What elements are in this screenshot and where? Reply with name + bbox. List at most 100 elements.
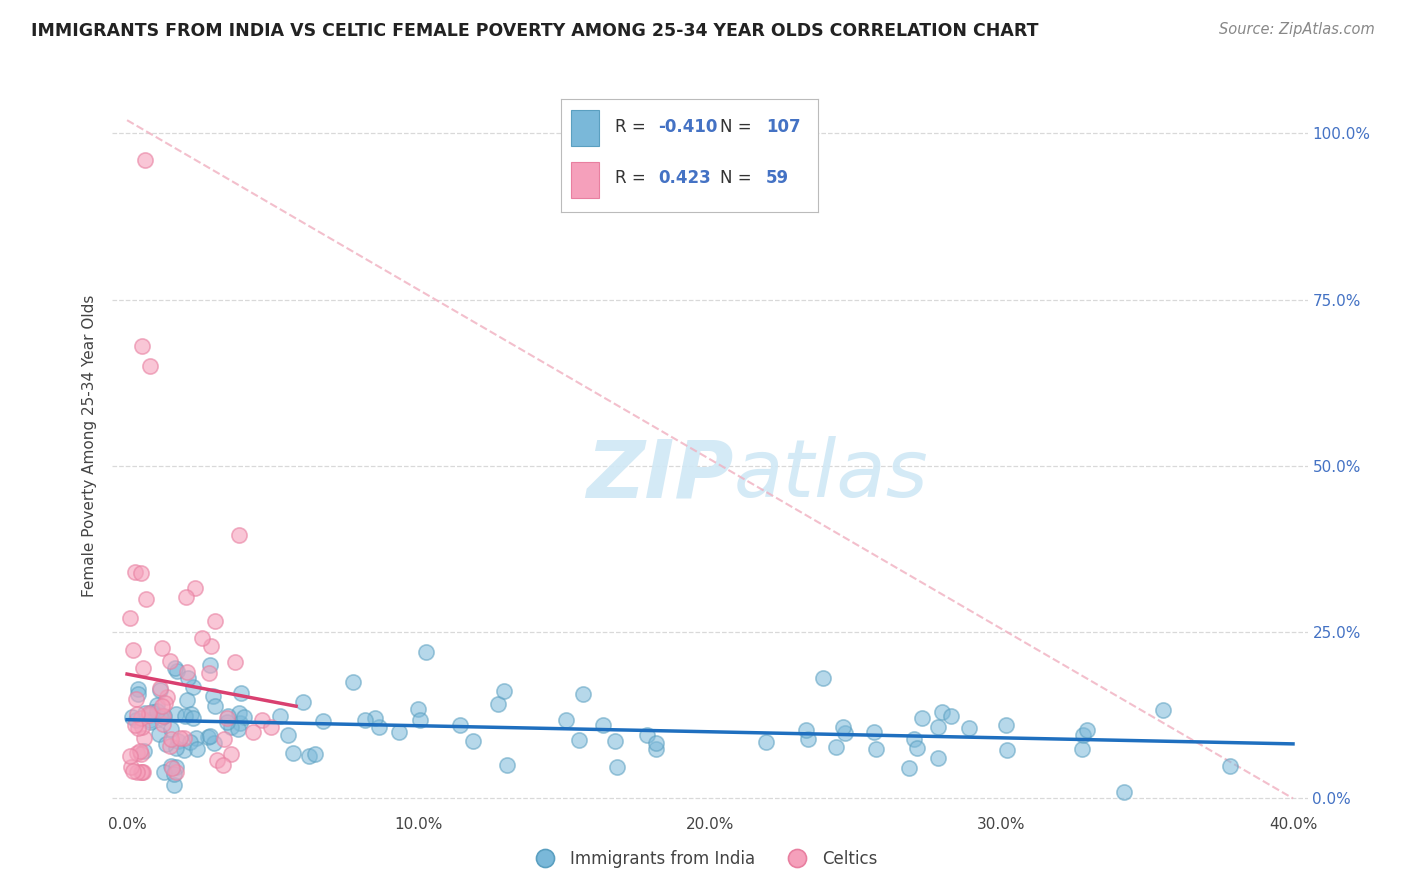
Point bbox=[898, 761, 921, 775]
Point bbox=[198, 658, 221, 673]
Point bbox=[179, 734, 201, 748]
Point bbox=[129, 566, 152, 581]
Point bbox=[165, 764, 187, 779]
Point bbox=[174, 590, 197, 604]
Point bbox=[905, 740, 928, 755]
Point bbox=[995, 718, 1018, 732]
Point bbox=[342, 675, 364, 690]
Point bbox=[138, 713, 160, 727]
Point bbox=[202, 736, 225, 750]
Point bbox=[134, 731, 156, 746]
Point bbox=[927, 721, 949, 735]
Point bbox=[176, 693, 198, 707]
Point bbox=[180, 707, 202, 722]
Point bbox=[165, 740, 187, 755]
Point bbox=[173, 743, 195, 757]
Point bbox=[150, 640, 173, 655]
Point bbox=[813, 671, 835, 685]
Point bbox=[141, 705, 163, 719]
Point bbox=[165, 661, 187, 675]
Point bbox=[461, 733, 484, 747]
Point bbox=[215, 711, 238, 725]
Point bbox=[571, 688, 593, 702]
Point bbox=[128, 743, 150, 757]
Point bbox=[215, 715, 238, 730]
Point bbox=[211, 758, 233, 772]
Point bbox=[494, 684, 516, 698]
Point bbox=[415, 645, 437, 659]
Point bbox=[159, 739, 181, 754]
Point bbox=[131, 764, 153, 779]
Point bbox=[184, 731, 207, 746]
Point bbox=[1219, 758, 1241, 772]
Point bbox=[198, 666, 221, 681]
Point bbox=[304, 747, 326, 761]
Point bbox=[260, 720, 283, 734]
Point bbox=[204, 615, 226, 629]
Point bbox=[605, 734, 627, 748]
Point bbox=[149, 681, 172, 696]
Point bbox=[198, 729, 221, 743]
Text: Source: ZipAtlas.com: Source: ZipAtlas.com bbox=[1219, 22, 1375, 37]
Point bbox=[183, 681, 205, 695]
Point bbox=[153, 696, 176, 710]
Point bbox=[957, 721, 980, 735]
Point bbox=[146, 698, 169, 713]
Point bbox=[121, 709, 143, 723]
Point bbox=[645, 742, 668, 756]
Point bbox=[127, 681, 149, 696]
Point bbox=[155, 737, 177, 751]
Point bbox=[226, 722, 249, 736]
Point bbox=[636, 728, 658, 742]
Point bbox=[145, 704, 167, 718]
Point bbox=[134, 153, 156, 167]
Point bbox=[150, 711, 173, 725]
Point bbox=[173, 709, 195, 723]
Point bbox=[606, 760, 628, 774]
Point bbox=[176, 665, 198, 679]
Point bbox=[927, 750, 949, 764]
Point bbox=[224, 655, 246, 669]
Point bbox=[159, 723, 181, 737]
Point bbox=[555, 713, 578, 727]
Point bbox=[368, 720, 391, 734]
Point bbox=[120, 748, 142, 763]
Point bbox=[834, 725, 856, 739]
Point bbox=[124, 713, 146, 727]
Point bbox=[200, 639, 222, 653]
Point bbox=[125, 746, 148, 760]
Point bbox=[931, 705, 953, 719]
Point bbox=[911, 711, 934, 725]
Point bbox=[298, 749, 321, 764]
Point bbox=[228, 528, 250, 542]
Point bbox=[592, 718, 614, 732]
Point bbox=[207, 753, 229, 767]
Y-axis label: Female Poverty Among 25-34 Year Olds: Female Poverty Among 25-34 Year Olds bbox=[82, 295, 97, 597]
Point bbox=[138, 706, 160, 720]
Point bbox=[163, 766, 186, 780]
Point bbox=[250, 713, 273, 727]
Point bbox=[124, 717, 146, 731]
Point bbox=[197, 730, 219, 744]
Point bbox=[153, 764, 176, 779]
Point bbox=[129, 711, 152, 725]
Point bbox=[124, 565, 146, 579]
Point bbox=[312, 714, 335, 729]
Point bbox=[863, 725, 886, 739]
Point bbox=[865, 742, 887, 756]
Point bbox=[825, 739, 848, 754]
Point bbox=[166, 664, 188, 678]
Point bbox=[1152, 703, 1174, 717]
Point bbox=[132, 764, 155, 779]
Point bbox=[939, 709, 962, 723]
Point bbox=[832, 720, 855, 734]
Point bbox=[152, 717, 174, 731]
Point bbox=[191, 631, 214, 645]
Point bbox=[138, 708, 160, 723]
Point bbox=[183, 711, 205, 725]
Point bbox=[231, 685, 253, 699]
Point bbox=[121, 642, 143, 657]
Text: ZIP: ZIP bbox=[586, 436, 734, 515]
Point bbox=[388, 724, 411, 739]
Point bbox=[173, 731, 195, 745]
